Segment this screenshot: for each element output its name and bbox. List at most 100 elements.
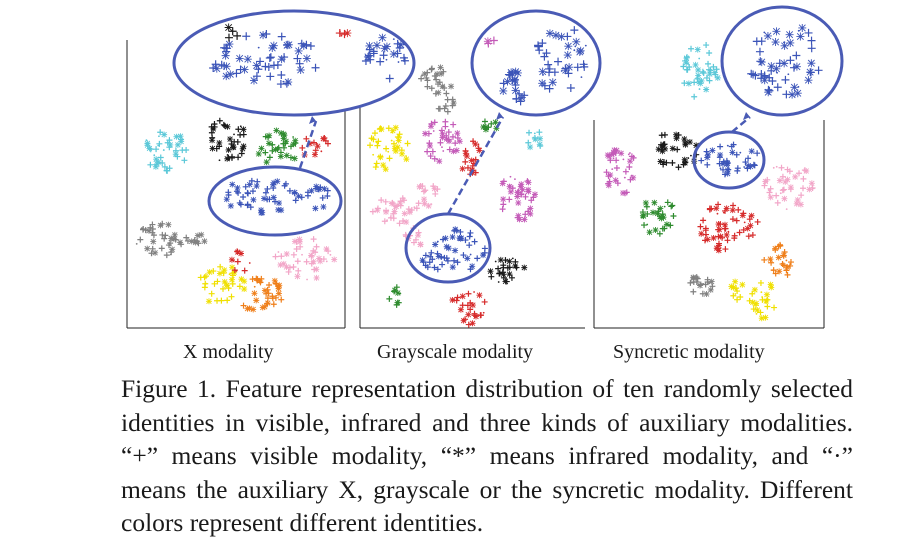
infrared-marker: [683, 55, 690, 62]
infrared-marker: [240, 126, 247, 133]
infrared-marker: [456, 234, 463, 241]
infrared-marker: [226, 70, 235, 79]
infrared-marker: [698, 77, 705, 84]
visible-marker: [137, 236, 144, 243]
visible-marker: [750, 306, 757, 313]
scatter-points: [603, 42, 816, 322]
visible-marker: [386, 295, 393, 302]
visible-marker: [277, 32, 286, 41]
auxiliary-marker: [497, 281, 500, 283]
visible-marker: [424, 264, 431, 271]
visible-marker: [466, 233, 473, 240]
visible-marker: [281, 144, 288, 151]
infrared-marker: [716, 226, 723, 233]
infrared-marker: [278, 130, 285, 137]
infrared-marker: [240, 143, 247, 150]
visible-marker: [761, 182, 768, 189]
infrared-marker: [198, 231, 205, 238]
visible-marker: [420, 188, 427, 195]
infrared-marker: [796, 32, 805, 41]
infrared-marker: [804, 76, 813, 85]
infrared-marker: [152, 249, 159, 256]
visible-marker: [438, 127, 445, 134]
infrared-marker: [209, 145, 216, 152]
visible-marker: [298, 194, 305, 201]
visible-marker: [454, 294, 461, 301]
infrared-marker: [698, 230, 705, 237]
auxiliary-marker: [739, 151, 742, 154]
visible-marker: [158, 245, 165, 252]
visible-marker: [570, 26, 579, 35]
visible-marker: [294, 258, 301, 265]
infrared-marker: [538, 67, 547, 76]
infrared-marker: [403, 156, 410, 163]
visible-marker: [697, 223, 704, 230]
auxiliary-marker: [760, 291, 763, 294]
visible-marker: [389, 199, 396, 206]
infrared-marker: [793, 89, 802, 98]
infrared-marker: [646, 229, 653, 236]
visible-marker: [757, 279, 764, 286]
auxiliary-marker: [734, 293, 737, 295]
visible-marker: [399, 53, 408, 62]
visible-marker: [442, 123, 449, 130]
visible-marker: [233, 31, 242, 40]
visible-marker: [733, 217, 740, 224]
infrared-marker: [250, 196, 257, 203]
visible-marker: [715, 233, 722, 240]
infrared-marker: [792, 62, 801, 71]
visible-marker: [439, 236, 446, 243]
arrow-head-icon: [743, 112, 750, 120]
infrared-marker: [450, 148, 457, 155]
visible-marker: [262, 149, 269, 156]
visible-marker: [372, 164, 379, 171]
visible-marker: [165, 242, 172, 249]
visible-marker: [747, 69, 756, 78]
visible-marker: [234, 248, 241, 255]
visible-marker: [613, 165, 620, 172]
infrared-marker: [144, 245, 151, 252]
auxiliary-marker: [218, 159, 221, 162]
auxiliary-marker: [282, 80, 285, 83]
infrared-marker: [462, 150, 469, 157]
visible-marker: [295, 59, 304, 68]
visible-marker: [225, 189, 232, 196]
visible-marker: [422, 252, 429, 259]
infrared-marker: [275, 290, 282, 297]
infrared-marker: [391, 145, 398, 152]
infrared-marker: [469, 263, 476, 270]
visible-marker: [764, 85, 773, 94]
infrared-marker: [686, 139, 693, 146]
visible-marker: [385, 74, 394, 83]
visible-marker: [156, 140, 163, 147]
infrared-marker: [713, 205, 720, 212]
infrared-marker: [225, 146, 232, 153]
auxiliary-marker: [574, 45, 577, 48]
auxiliary-marker: [783, 41, 785, 44]
visible-marker: [623, 189, 630, 196]
visible-marker: [208, 290, 215, 297]
auxiliary-marker: [432, 130, 435, 132]
visible-marker: [449, 133, 456, 140]
infrared-marker: [270, 181, 277, 188]
auxiliary-marker: [377, 141, 379, 144]
visible-marker: [724, 237, 731, 244]
infrared-marker: [564, 42, 573, 51]
visible-marker: [721, 225, 728, 232]
visible-marker: [277, 71, 286, 80]
infrared-marker: [515, 212, 522, 219]
auxiliary-marker: [339, 30, 341, 33]
visible-marker: [398, 147, 405, 154]
visible-marker: [764, 296, 771, 303]
visible-marker: [306, 42, 315, 51]
visible-marker: [270, 301, 277, 308]
visible-marker: [264, 196, 271, 203]
visible-marker: [771, 304, 778, 311]
scatter-points: [367, 64, 544, 328]
auxiliary-marker: [442, 150, 445, 152]
infrared-marker: [437, 64, 444, 71]
infrared-marker: [205, 298, 212, 305]
auxiliary-marker: [726, 144, 729, 147]
infrared-marker: [767, 62, 776, 71]
visible-marker: [238, 150, 245, 157]
